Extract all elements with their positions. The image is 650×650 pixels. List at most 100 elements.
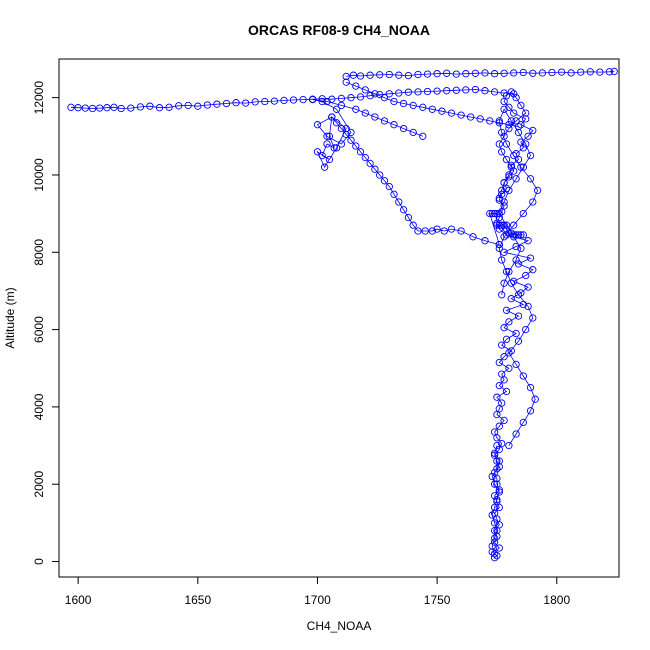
data-point [522, 109, 530, 117]
data-point [433, 87, 441, 95]
data-point [421, 227, 429, 235]
data-point [261, 97, 269, 106]
x-axis: 1600 1650 1700 1750 1800 [65, 576, 570, 607]
data-point [81, 104, 89, 112]
data-point [519, 300, 527, 309]
data-point [495, 194, 503, 202]
data-point [505, 364, 513, 372]
data-point [299, 95, 307, 104]
data-point [490, 449, 499, 457]
data-point [404, 213, 413, 222]
data-point [500, 248, 508, 256]
data-point [117, 104, 125, 113]
data-point [522, 271, 530, 280]
data-point [526, 383, 535, 392]
data-point [505, 267, 513, 276]
data-point [332, 119, 341, 127]
data-point [352, 142, 360, 150]
data-point [390, 97, 398, 106]
data-point [524, 132, 532, 140]
data-point [366, 159, 374, 168]
data-point [531, 395, 539, 403]
data-point [495, 422, 503, 430]
data-point [567, 69, 575, 77]
data-point [493, 209, 501, 218]
data-point [488, 548, 496, 556]
data-point [323, 140, 331, 148]
data-point [490, 70, 499, 78]
data-point [507, 347, 515, 355]
series-line-4 [312, 99, 500, 245]
plot-frame [58, 58, 620, 578]
data-point [514, 122, 523, 131]
data-point [526, 407, 535, 415]
data-point [495, 119, 503, 127]
data-point [605, 68, 614, 76]
data-point [488, 472, 496, 481]
data-point [490, 480, 499, 488]
data-point [328, 113, 336, 121]
data-point [507, 295, 515, 303]
data-point [481, 237, 489, 245]
data-point [495, 140, 503, 148]
data-point [502, 225, 511, 233]
data-point [356, 148, 365, 156]
data-point [366, 71, 374, 79]
data-point [510, 151, 518, 160]
data-point [136, 103, 145, 111]
data-point [409, 128, 417, 137]
data-point [395, 198, 403, 206]
data-point [505, 173, 513, 181]
data-point [507, 88, 515, 96]
data-point [512, 231, 520, 239]
data-point [438, 107, 446, 115]
data-point [399, 124, 408, 133]
data-point [490, 88, 499, 96]
data-point [349, 71, 358, 79]
y-tick-label: 6000 [32, 316, 46, 343]
data-point [500, 324, 508, 332]
data-point [533, 186, 542, 195]
data-point [493, 393, 501, 401]
data-point [493, 552, 501, 560]
data-point [498, 128, 506, 137]
data-point [318, 95, 326, 103]
data-point [519, 418, 527, 427]
data-point [318, 97, 326, 106]
data-point [428, 227, 436, 235]
data-point [512, 175, 520, 183]
data-point [313, 148, 322, 156]
y-axis: 0 2000 4000 6000 8000 10000 12000 [32, 81, 60, 565]
data-point [280, 96, 288, 105]
data-point [332, 105, 341, 113]
data-point [500, 89, 508, 97]
data-point [500, 221, 508, 229]
data-point [203, 101, 212, 109]
data-point [481, 69, 489, 77]
data-point [512, 242, 520, 251]
data-point [452, 70, 460, 78]
data-point [96, 104, 104, 112]
data-point [498, 186, 506, 195]
data-point [385, 90, 393, 98]
data-point [493, 496, 501, 504]
data-point [325, 155, 334, 164]
data-point [194, 102, 202, 110]
data-point [510, 277, 518, 285]
data-point [423, 87, 432, 96]
data-point [490, 468, 499, 477]
data-point [342, 130, 350, 139]
data-point [529, 69, 537, 77]
data-point [610, 67, 618, 76]
data-point [414, 227, 422, 235]
data-point [361, 109, 369, 117]
data-point [466, 113, 475, 121]
data-point [495, 381, 503, 390]
series-line-3 [489, 213, 524, 245]
data-point [457, 227, 465, 235]
data-point [419, 103, 427, 111]
data-point [505, 124, 513, 133]
data-point [517, 138, 525, 146]
data-point [380, 177, 389, 185]
data-point [529, 126, 537, 135]
